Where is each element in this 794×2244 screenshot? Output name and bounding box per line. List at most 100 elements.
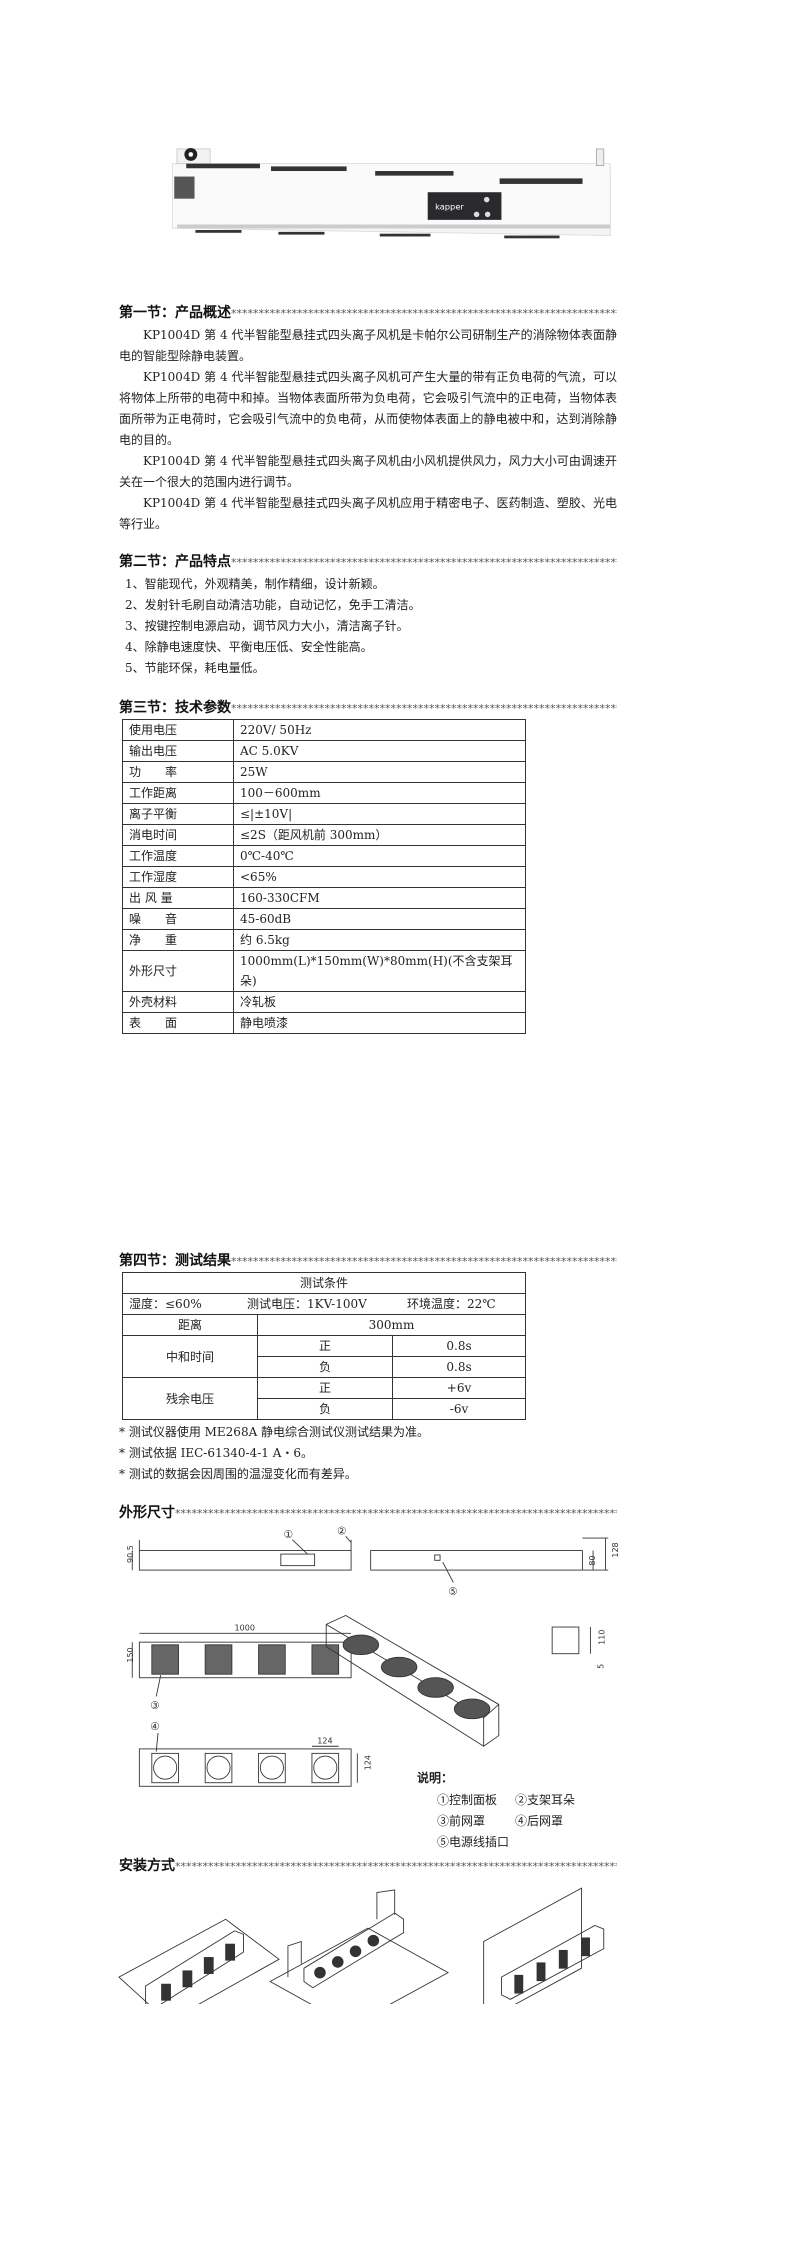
table-row: 离子平衡 ≤|±10V| [122, 803, 526, 825]
spec-value: 约 6.5kg [233, 929, 526, 951]
cell: +6v [392, 1377, 526, 1399]
legend-item: ④后网罩 [515, 1814, 564, 1828]
cell: -6v [392, 1398, 526, 1420]
dimension-drawings: 90.5 ① ② 80 128 ⑤ 1000 150 ③ ④ 124 124 1… [126, 1525, 620, 1787]
callout-4: ④ [150, 1720, 160, 1733]
list-item: 1、智能现代，外观精美，制作精细，设计新颖。 [125, 577, 385, 591]
dim-label: 1000 [235, 1624, 255, 1633]
cell: 正 [257, 1377, 393, 1399]
dim-label: 128 [611, 1542, 620, 1557]
spec-label: 离子平衡 [122, 803, 234, 825]
dim-label: 90.5 [126, 1545, 135, 1563]
list-item: 2、发射针毛刷自动清洁功能，自动记忆，免手工清洁。 [125, 598, 421, 612]
ambient-temp: 环境温度：22℃ [407, 1297, 496, 1311]
dim-label: 5 [597, 1664, 606, 1669]
dim-label: 124 [317, 1737, 332, 1746]
table-row: 功 率 25W [122, 761, 526, 783]
table-header: 测试条件 [122, 1272, 526, 1294]
product-photo: kapper [171, 147, 611, 239]
legend: ①控制面板 ②支架耳朵 ③前网罩 ④后网罩 ⑤电源线插口 [437, 1790, 575, 1853]
table-row: 外形尺寸 1000mm(L)*150mm(W)*80mm(H)(不含支架耳朵) [122, 950, 526, 992]
spec-value: ≤2S（距风机前 300mm） [233, 824, 526, 846]
paragraph: KP1004D 第 4 代半智能型悬挂式四头离子风机由小风机提供风力，风力大小可… [119, 454, 617, 489]
note: * 测试的数据会因周围的温湿变化而有差异。 [119, 1467, 357, 1481]
spec-label: 外壳材料 [122, 991, 234, 1013]
spec-value: 100－600mm [233, 782, 526, 804]
table-row: 表 面静电喷漆 [122, 1012, 526, 1034]
table-row: 使用电压 220V/ 50Hz [122, 719, 526, 741]
legend-item: ③前网罩 [437, 1814, 486, 1828]
spec-value: ≤|±10V| [233, 803, 526, 825]
section-1-body: KP1004D 第 4 代半智能型悬挂式四头离子风机是卡帕尔公司研制生产的消除物… [119, 325, 617, 535]
callout-5: ⑤ [448, 1585, 458, 1598]
section-3-heading: 第三节：技术参数********************************… [119, 700, 617, 716]
spec-label: 使用电压 [122, 719, 234, 741]
spec-value: AC 5.0KV [233, 740, 526, 762]
spec-value: 0℃-40℃ [233, 845, 526, 867]
section-6-heading: 安装方式************************************… [119, 1858, 617, 1874]
spec-value: 冷轧板 [233, 991, 526, 1013]
dim-label: 124 [364, 1755, 373, 1770]
cell: 中和时间 [122, 1335, 258, 1378]
cell: 正 [257, 1335, 393, 1357]
document-column: kapper 第一节：产品概述*************************… [118, 0, 620, 2004]
legend-item: ②支架耳朵 [515, 1793, 576, 1807]
list-item: 4、除静电速度快、平衡电压低、安全性能高。 [125, 640, 373, 654]
callout-2: ② [337, 1525, 347, 1538]
dim-label: 80 [588, 1555, 597, 1565]
feature-list: 1、智能现代，外观精美，制作精细，设计新颖。 2、发射针毛刷自动清洁功能，自动记… [119, 574, 617, 679]
legend-item: ⑤电源线插口 [437, 1835, 510, 1849]
callout-1: ① [283, 1528, 293, 1541]
install-ceiling [269, 1889, 449, 2004]
install-wall [483, 1887, 605, 2004]
logo-text: kapper [435, 202, 464, 212]
spec-table: 使用电压 220V/ 50Hz 输出电压 AC 5.0KV 功 率 25W 工作距离 100－… [122, 719, 526, 1034]
section-2-heading: 第二节：产品特点********************************… [119, 554, 617, 570]
table-row: 净 重约 6.5kg [122, 929, 526, 951]
spec-value: 1000mm(L)*150mm(W)*80mm(H)(不含支架耳朵) [233, 950, 526, 992]
legend-title: 说明： [417, 1771, 454, 1785]
conditions-row: 湿度：≤60% 测试电压：1KV-100V 环境温度：22℃ [122, 1293, 526, 1315]
table-row: 出 风 量 160-330CFM [122, 887, 526, 909]
note: * 测试仪器使用 ME268A 静电综合测试仪测试结果为准。 [119, 1425, 430, 1439]
spec-value: 25W [233, 761, 526, 783]
dimension-drawings-area: 90.5 ① ② 80 128 ⑤ 1000 150 ③ ④ 124 124 1… [119, 1522, 620, 1857]
install-desk [118, 1918, 280, 2004]
paragraph: KP1004D 第 4 代半智能型悬挂式四头离子风机是卡帕尔公司研制生产的消除物… [119, 328, 617, 363]
section-4-heading: 第四节：测试结果********************************… [119, 1253, 617, 1269]
spec-label: 消电时间 [122, 824, 234, 846]
spec-value: <65% [233, 866, 526, 888]
spec-label: 净 重 [122, 929, 234, 951]
spec-label: 外形尺寸 [122, 950, 234, 992]
cell: 300mm [257, 1314, 526, 1336]
note: * 测试依据 IEC-61340-4-1 A・6。 [119, 1446, 314, 1460]
spec-value: 45-60dB [233, 908, 526, 930]
section-5-heading: 外形尺寸************************************… [119, 1505, 617, 1521]
cell: 0.8s [392, 1356, 526, 1378]
test-voltage: 测试电压：1KV-100V [247, 1297, 367, 1311]
table-row: 工作温度 0℃-40℃ [122, 845, 526, 867]
legend-item: ①控制面板 [437, 1793, 498, 1807]
cell: 负 [257, 1398, 393, 1420]
table-row: 消电时间 ≤2S（距风机前 300mm） [122, 824, 526, 846]
humidity: 湿度：≤60% [129, 1297, 202, 1311]
dim-label: 150 [126, 1647, 135, 1662]
cell: 距离 [122, 1314, 258, 1336]
table-row: 噪 音 45-60dB [122, 908, 526, 930]
cell: 负 [257, 1356, 393, 1378]
spec-value: 160-330CFM [233, 887, 526, 909]
paragraph: KP1004D 第 4 代半智能型悬挂式四头离子风机可产生大量的带有正负电荷的气… [119, 370, 617, 447]
cell: 残余电压 [122, 1377, 258, 1420]
spec-label: 功 率 [122, 761, 234, 783]
spec-label: 工作温度 [122, 845, 234, 867]
table-row: 工作距离 100－600mm [122, 782, 526, 804]
paragraph: KP1004D 第 4 代半智能型悬挂式四头离子风机应用于精密电子、医药制造、塑… [119, 496, 617, 531]
cell: 0.8s [392, 1335, 526, 1357]
table-row: 输出电压 AC 5.0KV [122, 740, 526, 762]
installation-diagrams [118, 1887, 605, 2004]
spec-label: 出 风 量 [122, 887, 234, 909]
test-results-table: 测试条件 湿度：≤60% 测试电压：1KV-100V 环境温度：22℃ 距离 300m… [122, 1272, 526, 1420]
section-1-heading: 第一节：产品概述********************************… [119, 305, 617, 321]
list-item: 3、按键控制电源启动，调节风力大小，清洁离子针。 [125, 619, 409, 633]
